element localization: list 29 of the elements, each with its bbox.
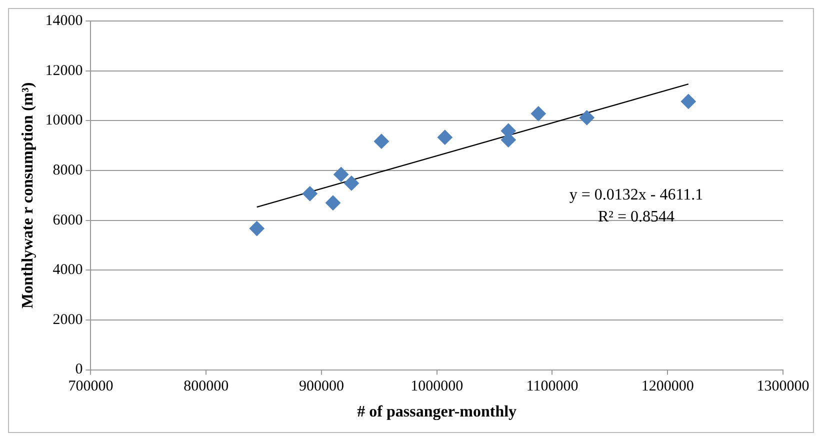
point xyxy=(437,130,452,145)
y-tick-label: 10000 xyxy=(45,112,83,129)
y-tick-label: 14000 xyxy=(45,12,83,29)
point xyxy=(249,221,264,236)
y-tick-label: 0 xyxy=(75,362,83,378)
y-tick-label: 8000 xyxy=(52,162,83,178)
y-tick-label: 12000 xyxy=(45,62,83,79)
y-tick-label: 4000 xyxy=(52,262,83,278)
point xyxy=(302,186,318,202)
y-tick-label: 6000 xyxy=(52,212,83,228)
x-tick-label: 1300000 xyxy=(756,378,810,395)
point xyxy=(374,134,389,149)
point xyxy=(326,195,341,210)
y-tick-label: 2000 xyxy=(52,312,83,328)
point xyxy=(680,94,696,109)
point xyxy=(344,176,359,191)
annotation: y = 0.0132x - 4611.1 xyxy=(569,186,704,204)
x-tick-label: 900000 xyxy=(298,378,344,395)
y-axis-title: Monthlywate r consumption (m³) xyxy=(20,82,37,309)
annotation: R² = 0.8544 xyxy=(598,208,674,226)
x-tick-label: 700000 xyxy=(68,378,114,395)
point xyxy=(530,106,546,122)
x-tick-label: 1000000 xyxy=(410,378,464,395)
point xyxy=(334,166,349,182)
x-tick-label: 800000 xyxy=(184,378,229,395)
point xyxy=(579,110,594,126)
x-tick-label: 1100000 xyxy=(526,378,578,395)
x-axis-title: # of passanger-monthly xyxy=(357,404,517,421)
x-tick-label: 1200000 xyxy=(641,378,694,395)
